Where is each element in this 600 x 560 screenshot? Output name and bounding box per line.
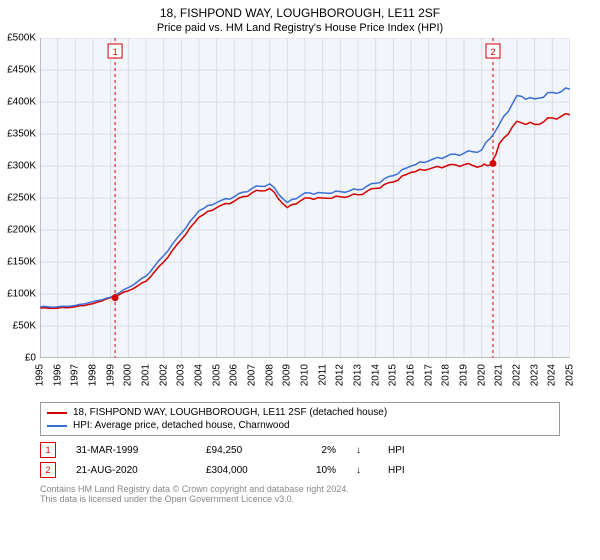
x-tick-label: 2005	[211, 364, 222, 386]
arrow-down-icon: ↓	[356, 465, 368, 476]
x-tick-label: 2014	[370, 364, 381, 386]
line-chart-svg: 12	[40, 38, 570, 358]
y-tick-label: £500K	[0, 33, 36, 44]
y-tick-label: £0	[0, 353, 36, 364]
transaction-hpi-label: HPI	[388, 445, 418, 456]
x-tick-label: 2015	[388, 364, 399, 386]
transaction-pct: 2%	[306, 445, 336, 456]
chart-title: 18, FISHPOND WAY, LOUGHBOROUGH, LE11 2SF	[0, 0, 600, 20]
x-tick-label: 2018	[441, 364, 452, 386]
chart-container: 18, FISHPOND WAY, LOUGHBOROUGH, LE11 2SF…	[0, 0, 600, 560]
x-tick-label: 2003	[176, 364, 187, 386]
legend-box: 18, FISHPOND WAY, LOUGHBOROUGH, LE11 2SF…	[40, 402, 560, 436]
arrow-down-icon: ↓	[356, 445, 368, 456]
x-tick-label: 2016	[406, 364, 417, 386]
y-tick-label: £150K	[0, 257, 36, 268]
y-tick-label: £350K	[0, 129, 36, 140]
y-tick-label: £300K	[0, 161, 36, 172]
legend-item: 18, FISHPOND WAY, LOUGHBOROUGH, LE11 2SF…	[47, 406, 553, 419]
transaction-hpi-label: HPI	[388, 465, 418, 476]
x-tick-label: 2020	[476, 364, 487, 386]
legend-label: 18, FISHPOND WAY, LOUGHBOROUGH, LE11 2SF…	[73, 407, 387, 418]
x-tick-label: 2001	[141, 364, 152, 386]
transaction-price: £304,000	[206, 465, 286, 476]
x-tick-label: 2002	[158, 364, 169, 386]
x-tick-label: 2023	[529, 364, 540, 386]
legend-swatch-icon	[47, 412, 67, 414]
transaction-date: 21-AUG-2020	[76, 465, 186, 476]
transaction-marker-icon: 1	[40, 442, 56, 458]
legend-label: HPI: Average price, detached house, Char…	[73, 420, 290, 431]
x-tick-label: 2011	[317, 364, 328, 386]
x-tick-label: 1995	[35, 364, 46, 386]
y-tick-label: £100K	[0, 289, 36, 300]
x-tick-label: 2010	[300, 364, 311, 386]
x-tick-label: 2004	[194, 364, 205, 386]
x-tick-label: 2009	[282, 364, 293, 386]
transaction-pct: 10%	[306, 465, 336, 476]
x-tick-label: 2013	[353, 364, 364, 386]
legend-swatch-icon	[47, 425, 67, 427]
transaction-price: £94,250	[206, 445, 286, 456]
legend-item: HPI: Average price, detached house, Char…	[47, 419, 553, 432]
footer-attribution: Contains HM Land Registry data © Crown c…	[40, 484, 560, 504]
footer-line: Contains HM Land Registry data © Crown c…	[40, 484, 560, 494]
y-tick-label: £450K	[0, 65, 36, 76]
x-tick-label: 2000	[123, 364, 134, 386]
x-tick-label: 1998	[88, 364, 99, 386]
x-tick-label: 2019	[459, 364, 470, 386]
footer-line: This data is licensed under the Open Gov…	[40, 494, 560, 504]
x-tick-label: 2008	[264, 364, 275, 386]
x-tick-label: 1999	[105, 364, 116, 386]
y-tick-label: £50K	[0, 321, 36, 332]
y-axis-labels: £0£50K£100K£150K£200K£250K£300K£350K£400…	[0, 38, 38, 358]
x-tick-label: 2021	[494, 364, 505, 386]
transaction-marker-icon: 2	[40, 462, 56, 478]
x-tick-label: 2007	[247, 364, 258, 386]
y-tick-label: £250K	[0, 193, 36, 204]
x-tick-label: 2024	[547, 364, 558, 386]
x-tick-label: 2012	[335, 364, 346, 386]
transactions-table: 1 31-MAR-1999 £94,250 2% ↓ HPI 2 21-AUG-…	[40, 440, 560, 480]
chart-plot-area: £0£50K£100K£150K£200K£250K£300K£350K£400…	[40, 38, 600, 358]
x-tick-label: 2022	[512, 364, 523, 386]
transaction-row: 1 31-MAR-1999 £94,250 2% ↓ HPI	[40, 440, 560, 460]
y-tick-label: £200K	[0, 225, 36, 236]
transaction-row: 2 21-AUG-2020 £304,000 10% ↓ HPI	[40, 460, 560, 480]
x-axis-labels: 1995199619971998199920002001200220032004…	[40, 358, 570, 398]
chart-subtitle: Price paid vs. HM Land Registry's House …	[0, 20, 600, 38]
svg-text:1: 1	[113, 47, 118, 57]
x-tick-label: 2017	[423, 364, 434, 386]
x-tick-label: 1997	[70, 364, 81, 386]
x-tick-label: 1996	[52, 364, 63, 386]
transaction-date: 31-MAR-1999	[76, 445, 186, 456]
x-tick-label: 2006	[229, 364, 240, 386]
y-tick-label: £400K	[0, 97, 36, 108]
x-tick-label: 2025	[565, 364, 576, 386]
svg-text:2: 2	[490, 47, 495, 57]
